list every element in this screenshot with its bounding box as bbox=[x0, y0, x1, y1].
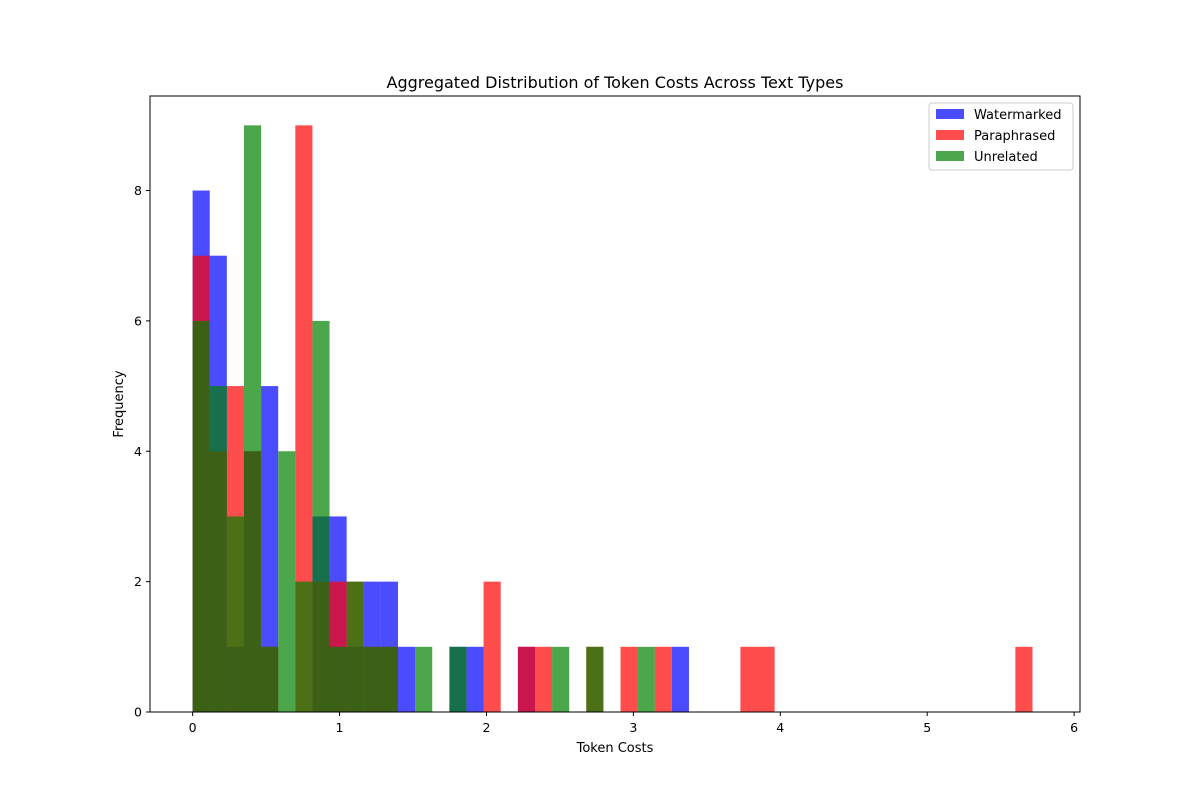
histogram-bar-unrelated-14 bbox=[552, 646, 570, 712]
histogram-bar-unrelated-10 bbox=[363, 646, 381, 712]
x-tick-label: 2 bbox=[482, 720, 490, 735]
histogram-bar-paraphrased-20 bbox=[1015, 646, 1033, 712]
histogram-bar-unrelated-3 bbox=[243, 125, 262, 712]
legend-label-unrelated: Unrelated bbox=[974, 150, 1038, 165]
histogram-bar-unrelated-5 bbox=[278, 451, 296, 712]
x-tick-label: 0 bbox=[189, 720, 197, 735]
histogram-bar-unrelated-12 bbox=[415, 646, 433, 712]
series-unrelated bbox=[192, 125, 655, 712]
y-tick-label: 6 bbox=[134, 313, 142, 328]
histogram-bar-paraphrased-18 bbox=[740, 646, 758, 712]
legend-label-paraphrased: Paraphrased bbox=[974, 129, 1055, 144]
histogram-bar-paraphrased-13 bbox=[517, 646, 536, 712]
y-tick-label: 2 bbox=[134, 574, 142, 589]
chart-title: Aggregated Distribution of Token Costs A… bbox=[387, 73, 844, 92]
histogram-bar-unrelated-4 bbox=[261, 646, 279, 712]
histogram-bar-unrelated-8 bbox=[329, 646, 347, 712]
y-tick-label: 8 bbox=[134, 183, 142, 198]
x-tick-label: 4 bbox=[776, 720, 784, 735]
legend-box bbox=[928, 102, 1074, 171]
histogram-bar-paraphrased-19 bbox=[757, 646, 775, 712]
x-axis-label: Token Costs bbox=[576, 741, 654, 756]
histogram-bar-paraphrased-17 bbox=[654, 646, 672, 712]
x-tick-label: 6 bbox=[1070, 720, 1078, 735]
x-tick-label: 1 bbox=[336, 720, 344, 735]
histogram-bar-watermarked-4 bbox=[261, 386, 279, 712]
x-tick-label: 5 bbox=[923, 720, 931, 735]
x-tick-label: 3 bbox=[629, 720, 637, 735]
histogram-bar-unrelated-1 bbox=[209, 386, 227, 712]
histogram-bar-watermarked-12 bbox=[398, 646, 416, 712]
ticks-layer: 0 1 2 3 4 5 6 0 2 4 6 8 bbox=[134, 183, 1078, 735]
legend-label-watermarked: Watermarked bbox=[974, 108, 1062, 123]
y-tick-label: 4 bbox=[134, 444, 142, 459]
histogram-bar-unrelated-16 bbox=[637, 646, 655, 712]
histogram-bar-unrelated-15 bbox=[586, 646, 604, 712]
histogram-bar-unrelated-9 bbox=[346, 581, 364, 712]
histogram-bar-paraphrased-14 bbox=[535, 646, 553, 712]
legend-swatch-paraphrased bbox=[936, 130, 964, 140]
histogram-bar-watermarked-14 bbox=[466, 646, 484, 712]
legend-swatch-watermarked bbox=[936, 109, 964, 119]
histogram-bar-paraphrased-6 bbox=[295, 125, 313, 712]
histogram-bar-unrelated-11 bbox=[380, 646, 398, 712]
y-axis-label: Frequency bbox=[112, 370, 127, 437]
histogram-bar-unrelated-6 bbox=[295, 581, 313, 712]
legend-swatch-unrelated bbox=[936, 151, 964, 161]
histogram-bar-paraphrased-12 bbox=[483, 581, 501, 712]
y-tick-label: 0 bbox=[134, 705, 142, 720]
histogram-bar-unrelated-13 bbox=[449, 646, 467, 712]
bars-layer bbox=[192, 125, 1033, 712]
legend: Watermarked Paraphrased Unrelated bbox=[928, 102, 1074, 171]
histogram-bar-watermarked-16 bbox=[671, 646, 689, 712]
histogram-bar-unrelated-0 bbox=[192, 320, 210, 712]
histogram-bar-paraphrased-16 bbox=[620, 646, 638, 712]
histogram-bar-unrelated-2 bbox=[226, 516, 244, 712]
histogram-bar-unrelated-7 bbox=[312, 320, 330, 712]
plot-area-frame bbox=[149, 95, 1081, 713]
